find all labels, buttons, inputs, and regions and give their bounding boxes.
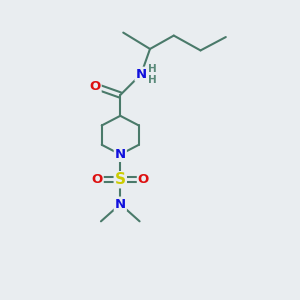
Text: N: N <box>115 148 126 161</box>
Text: O: O <box>92 173 103 186</box>
Text: N: N <box>115 198 126 211</box>
Text: N: N <box>136 68 147 81</box>
Text: O: O <box>138 173 149 186</box>
Text: H: H <box>148 75 157 85</box>
Text: H: H <box>148 64 157 74</box>
Text: S: S <box>115 172 126 187</box>
Text: O: O <box>89 80 100 93</box>
